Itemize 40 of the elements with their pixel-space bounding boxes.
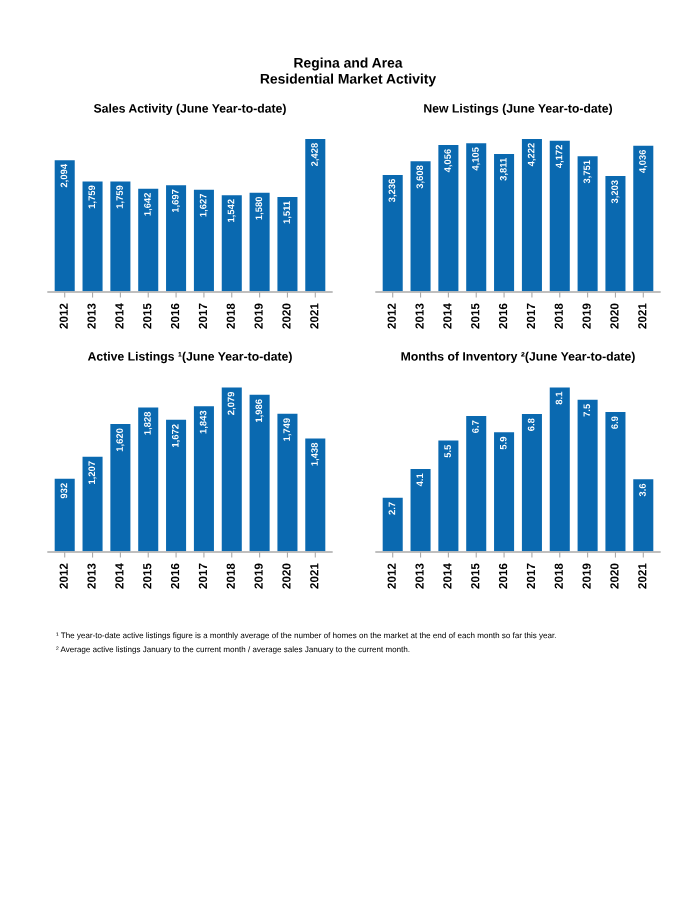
bar [381, 496, 405, 552]
bar [247, 191, 272, 292]
bar [520, 412, 544, 552]
bar [275, 412, 300, 552]
bar [192, 188, 216, 292]
bar [275, 195, 300, 292]
bar [108, 179, 133, 292]
bar [53, 158, 77, 292]
bar [303, 436, 327, 552]
bar [436, 438, 461, 552]
bar [136, 405, 160, 552]
bar [192, 404, 216, 552]
bar [80, 455, 105, 552]
bar [220, 385, 244, 552]
bar [164, 183, 188, 292]
bar [492, 430, 516, 552]
bar [436, 143, 461, 292]
bar [247, 393, 272, 552]
bar [220, 193, 244, 292]
bar [80, 179, 105, 292]
bar [520, 137, 544, 292]
bar [408, 159, 433, 292]
bar [548, 385, 572, 552]
bar [575, 398, 600, 552]
bar [408, 467, 433, 552]
bar [464, 141, 488, 292]
bar [108, 422, 133, 552]
bar [53, 477, 77, 552]
bar [575, 154, 600, 292]
bar [548, 139, 572, 292]
bar [492, 152, 516, 292]
bar [381, 173, 405, 292]
bar [464, 414, 488, 552]
bar [303, 137, 327, 292]
bar [603, 410, 628, 552]
bar [631, 477, 655, 552]
bar [164, 418, 188, 552]
bar [136, 187, 160, 292]
bar [631, 144, 655, 292]
bar [603, 174, 628, 292]
